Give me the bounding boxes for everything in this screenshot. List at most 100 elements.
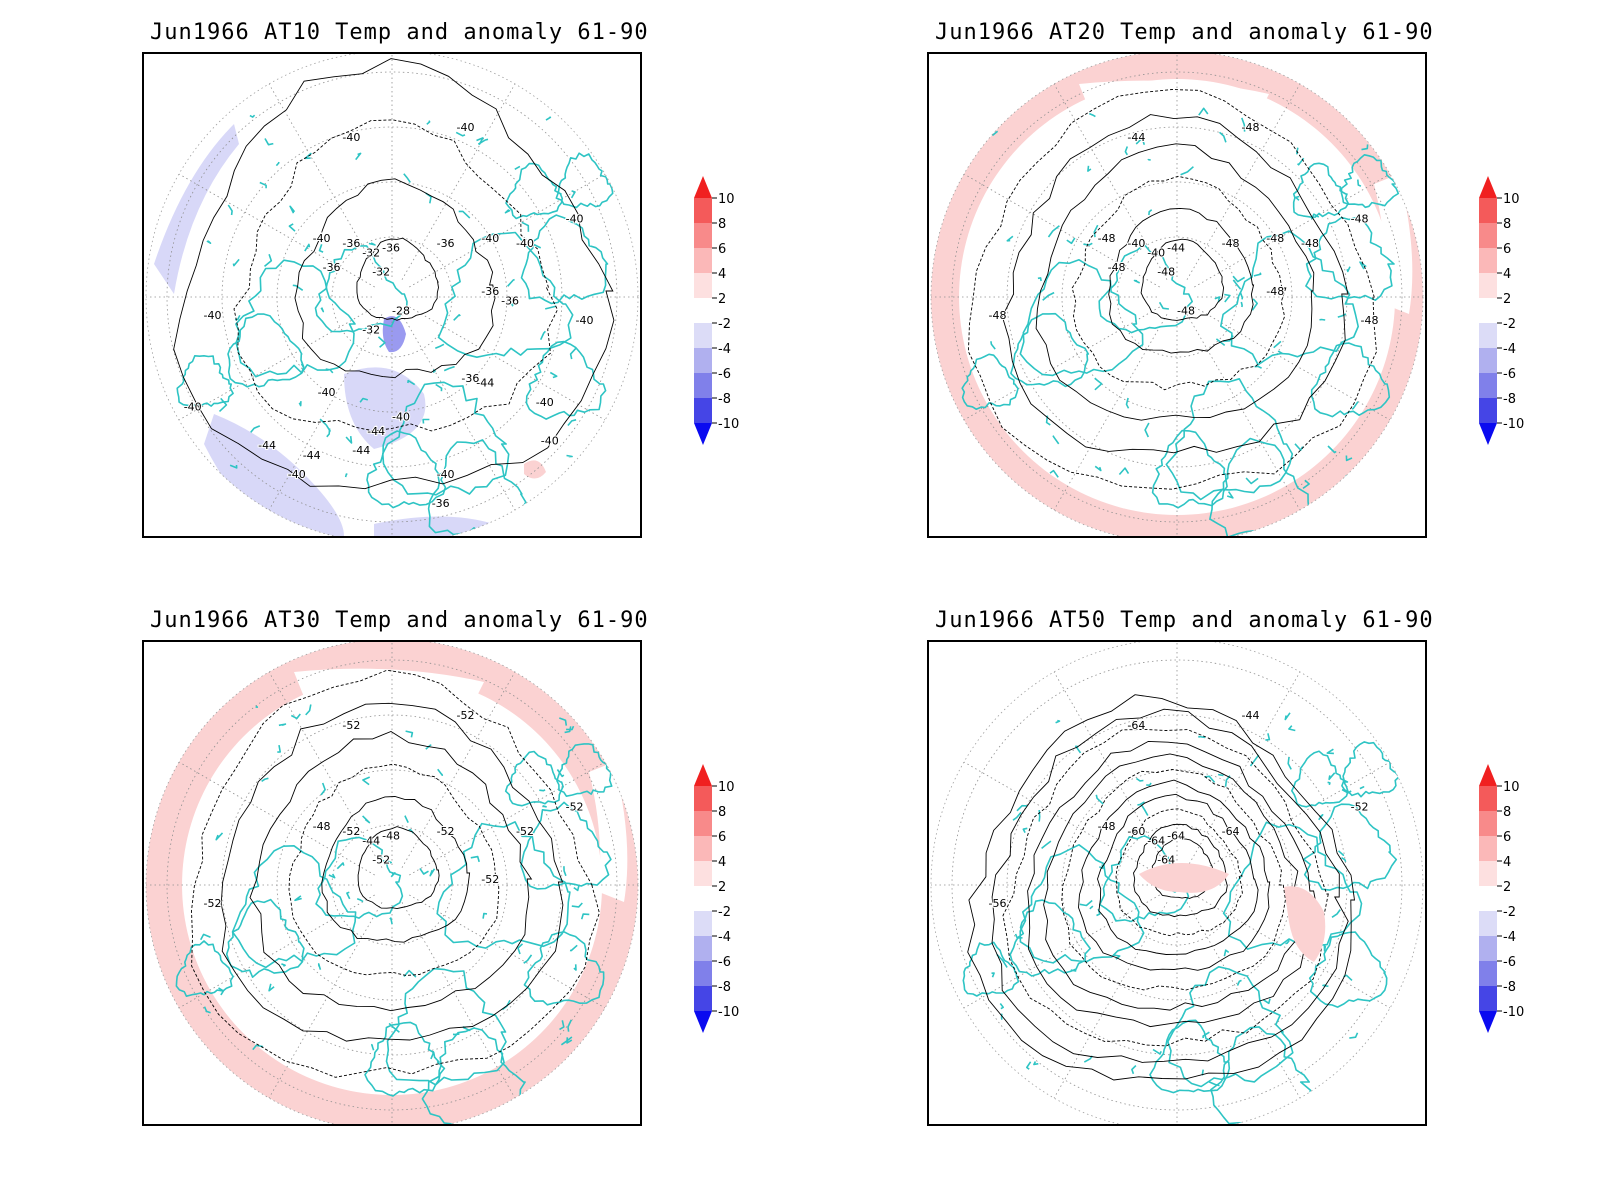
coastline-fragment [1012,811,1022,821]
latitude-circle [1061,181,1293,413]
meridian [409,894,606,1009]
coastline-fragment [362,776,371,786]
coastline-fragment [259,181,267,189]
meridian [1194,173,1391,288]
coastline [315,836,404,919]
contour-line [191,669,600,1078]
meridian [409,306,606,421]
temperature-contours [173,58,615,490]
meridian [1194,761,1391,876]
polar-map-canvas: -52-52-48-52-52-52-44 -48-52-52-52-52 [145,642,639,1124]
colorbar-label: 8 [1503,805,1511,820]
contour-label: -52 [566,801,584,814]
coastline [962,941,1020,997]
contour-line [967,694,1356,1081]
contour-label: -52 [204,897,222,910]
contour-line [288,763,500,976]
contour-label: -28 [392,304,410,317]
coastline [436,821,571,949]
colorbar-label: -2 [1503,905,1516,920]
coastline [1220,230,1359,366]
colorbar-label: 4 [1503,267,1511,282]
coastline [961,353,1019,410]
coastline-fragment [419,867,429,875]
temperature-contours [191,669,600,1078]
coastline-fragment [1131,1065,1137,1075]
coastline-fragment [1124,146,1129,156]
coastline-fragment [1249,754,1260,767]
coastline-fragment [1326,748,1334,755]
coastline-fragment [1208,1081,1220,1087]
coastline [520,801,612,890]
contour-line [1071,175,1287,391]
colorbar-segment [694,348,712,373]
contour-line [1140,238,1225,321]
coastline-fragment [359,397,369,403]
meridian [1186,314,1301,511]
coastline-fragment [1095,794,1104,805]
colorbar-segment [694,273,712,298]
colorbar-segment [694,198,712,223]
colorbar-label: 10 [1503,780,1520,795]
contour-label: -64 [1127,719,1145,732]
coastline [1165,378,1294,501]
contour-label: -44 [367,425,385,438]
contour-label: -40 [288,468,306,481]
coastline-fragment [571,902,583,908]
coastline-fragment [328,873,336,879]
colorbar-segment [694,811,712,836]
colorbar-label: 6 [1503,242,1511,257]
meridian [409,173,606,288]
coastline [1340,154,1400,209]
coastline-fragment [1273,340,1282,349]
coastline-fragment [1251,298,1258,311]
contour-label: -48 [1098,232,1116,245]
coastline-fragment [1016,804,1028,812]
coastline-fragment [1118,467,1130,476]
meridian [178,173,375,288]
contour-label: -48 [1266,232,1284,245]
coastline-fragment [482,912,488,919]
coastline-fragment [263,254,273,268]
coastline [1167,966,1294,1088]
contour-label: -40 [576,314,594,327]
polar-map: -40 -40 -40 -40 -40 -36 -32 -36 -32 -36 -36 -40 -40-… [142,52,642,538]
coastline-fragment [1125,397,1130,409]
coastline-fragment [567,419,577,427]
coastline-fragment [289,205,296,214]
colorbar-segment [694,936,712,961]
coastline-fragment [326,428,331,438]
colorbar-label: 6 [718,830,726,845]
panel-title: Jun1966 AT30 Temp and anomaly 61-90 [150,608,649,633]
map-boundary [930,54,1424,536]
coastline-fragment [1033,1061,1039,1066]
coastline-fragment [336,862,345,870]
colorbar-segment [1479,223,1497,248]
coastline-fragment [404,815,409,823]
anomaly-shading [931,54,1423,536]
coastline-fragment [470,855,480,863]
coastline-fragment [1202,1031,1210,1039]
contour-label: -44 [1167,242,1185,255]
coastline [1149,1019,1231,1094]
coastline-fragment [1094,465,1102,472]
colorbar-segment [1479,348,1497,373]
colorbar-segment [1479,323,1497,348]
colorbar: 10 8 6 4 2 -2 -4 -6 -8 -10 [1479,176,1524,445]
colorbar-label: -6 [718,955,731,970]
contour-label: -48 [1301,237,1319,250]
contour-line [1027,740,1318,1028]
coastline-fragment [197,466,209,476]
coastline-fragment [566,725,575,731]
coastline-fragment [556,769,565,778]
coastline-fragment [566,1037,573,1044]
latlon-grid [146,54,638,536]
contour-label: -48 [1266,285,1284,298]
coastline-fragment [1041,840,1052,850]
contour-label: -52 [481,873,499,886]
coastline-fragment [539,789,546,792]
anomaly-patch [1139,863,1229,893]
coastline-fragment [1294,443,1304,451]
coastline-fragment [545,116,552,121]
coastline-fragment [422,418,430,424]
